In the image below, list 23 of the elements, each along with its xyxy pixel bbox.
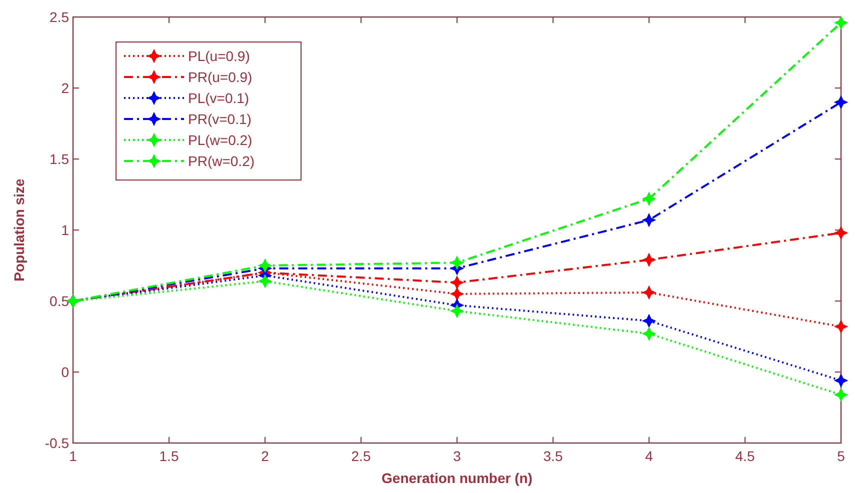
y-axis-title: Population size bbox=[11, 178, 27, 282]
y-tick-label: 2 bbox=[61, 80, 70, 96]
x-tick-label: 4 bbox=[645, 448, 654, 464]
x-axis-title: Generation number (n) bbox=[382, 470, 532, 486]
legend-label: PL(v=0.1) bbox=[188, 90, 250, 106]
x-tick-label: 4.5 bbox=[735, 448, 755, 464]
y-tick-label: 1.5 bbox=[50, 151, 70, 167]
legend-label: PR(v=0.1) bbox=[188, 111, 252, 127]
x-tick-label: 1.5 bbox=[159, 448, 179, 464]
y-tick-label: 1 bbox=[61, 222, 70, 238]
legend-label: PR(u=0.9) bbox=[188, 69, 252, 85]
legend-label: PR(w=0.2) bbox=[188, 153, 255, 169]
y-tick-label: 0 bbox=[61, 364, 70, 380]
x-tick-label: 2.5 bbox=[351, 448, 371, 464]
x-tick-label: 2 bbox=[261, 448, 270, 464]
x-tick-label: 3 bbox=[453, 448, 462, 464]
y-tick-label: 2.5 bbox=[50, 9, 70, 25]
legend-label: PL(u=0.9) bbox=[188, 48, 250, 64]
y-tick-label: 0.5 bbox=[50, 293, 70, 309]
x-tick-label: 5 bbox=[837, 448, 846, 464]
x-tick-label: 3.5 bbox=[543, 448, 563, 464]
y-tick-label: -0.5 bbox=[44, 435, 70, 451]
legend-label: PL(w=0.2) bbox=[188, 132, 252, 148]
